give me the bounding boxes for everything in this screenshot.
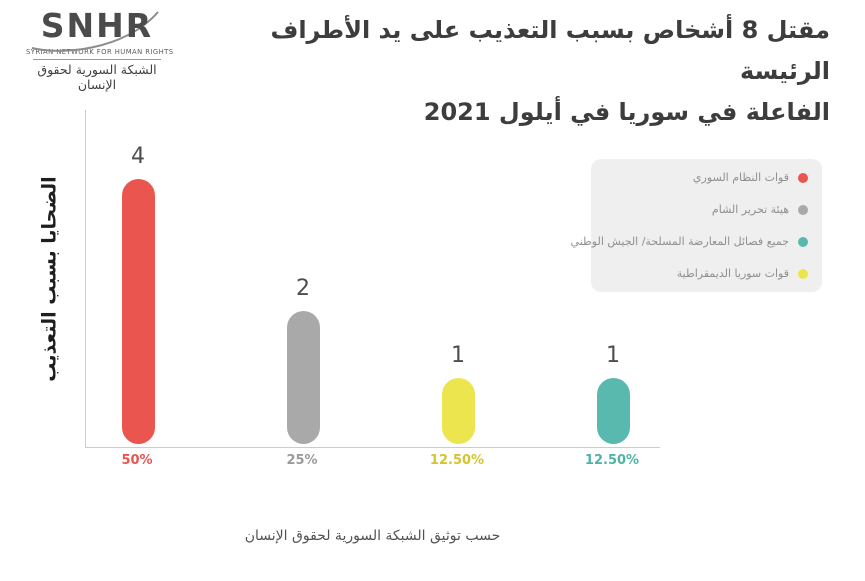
bar-value-label: 4: [131, 144, 145, 169]
bar-0: [121, 179, 155, 444]
y-axis-label: الضحايا بسبب التعذيب: [39, 176, 62, 382]
legend-label: جميع فصائل المعارضة المسلحة/ الجيش الوطن…: [570, 235, 789, 248]
legend-item-0: قوات النظام السوري: [605, 171, 808, 184]
legend: قوات النظام السوري هيئة تحرير الشام جميع ف…: [571, 159, 822, 292]
logo-name-ar: الشبكة السورية لحقوق الإنسان: [37, 61, 157, 92]
legend-dot-icon: [798, 268, 808, 279]
logo-name-en: SYRIAN NETWORK FOR HUMAN RIGHTS: [26, 47, 174, 56]
chart-title: مقتل 8 أشخاص بسبب التعذيب على يد الأطراف…: [270, 16, 830, 126]
bar-group-2: 1: [428, 110, 488, 447]
legend-item-3: قوات سوريا الديمقراطية: [605, 267, 808, 280]
bar-group-0: 4: [108, 110, 168, 447]
bar-group-1: 2: [273, 110, 333, 447]
percent-label: 50%: [121, 453, 153, 468]
percent-label: 12.50%: [429, 453, 485, 468]
legend-label: هيئة تحرير الشام: [711, 203, 789, 216]
legend-dot-icon: [798, 204, 808, 215]
bar-value-label: 1: [451, 343, 465, 368]
y-axis-label-wrap: الضحايا بسبب التعذيب: [30, 110, 70, 448]
percent-label: 12.50%: [584, 453, 640, 468]
legend-item-2: جميع فصائل المعارضة المسلحة/ الجيش الوطن…: [571, 235, 808, 248]
legend-dot-icon: [798, 172, 808, 183]
bar-3: [596, 378, 630, 444]
percent-label: 25%: [286, 453, 318, 468]
plot-area: 4 2 1 1: [85, 110, 660, 448]
bar-group-3: 1: [583, 110, 643, 447]
source-note: حسب توثيق الشبكة السورية لحقوق الإنسان: [244, 528, 501, 544]
bar-2: [441, 378, 475, 444]
bar-value-label: 1: [606, 343, 620, 368]
logo-divider: [33, 58, 161, 60]
bar-value-label: 2: [296, 276, 310, 301]
legend-dot-icon: [798, 236, 808, 247]
snhr-logo: SNHR SYRIAN NETWORK FOR HUMAN RIGHTS الش…: [26, 6, 174, 92]
bar-1: [286, 311, 320, 444]
legend-label: قوات النظام السوري: [692, 171, 789, 184]
legend-label: قوات سوريا الديمقراطية: [676, 267, 789, 280]
percent-row: 50% 25% 12.50% 12.50%: [85, 453, 660, 473]
logo-acronym: SNHR: [40, 6, 154, 45]
legend-item-1: هيئة تحرير الشام: [605, 203, 808, 216]
